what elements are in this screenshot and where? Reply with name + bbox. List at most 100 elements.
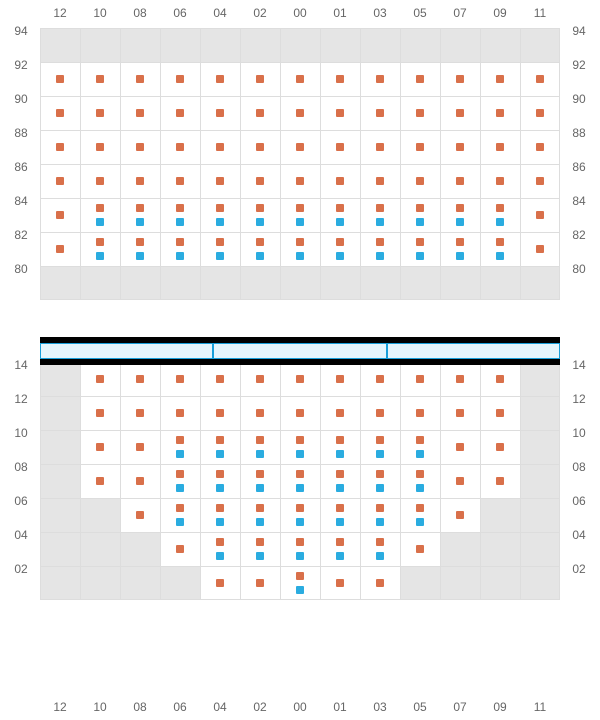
seat-orange[interactable]	[216, 143, 224, 151]
seat-orange[interactable]	[136, 443, 144, 451]
seat-orange[interactable]	[136, 409, 144, 417]
seat-orange[interactable]	[216, 579, 224, 587]
seat-orange[interactable]	[416, 143, 424, 151]
seat-orange[interactable]	[176, 409, 184, 417]
seat-orange[interactable]	[416, 470, 424, 478]
seat-orange[interactable]	[336, 75, 344, 83]
seat-orange[interactable]	[56, 75, 64, 83]
seat-orange[interactable]	[416, 504, 424, 512]
seat-orange[interactable]	[216, 470, 224, 478]
seat-orange[interactable]	[496, 238, 504, 246]
seat-orange[interactable]	[456, 75, 464, 83]
seat-orange[interactable]	[456, 511, 464, 519]
seat-orange[interactable]	[336, 109, 344, 117]
seat-orange[interactable]	[256, 75, 264, 83]
seat-orange[interactable]	[536, 75, 544, 83]
seat-blue[interactable]	[96, 218, 104, 226]
seat-blue[interactable]	[336, 518, 344, 526]
seat-orange[interactable]	[296, 504, 304, 512]
seat-orange[interactable]	[416, 177, 424, 185]
seat-orange[interactable]	[376, 504, 384, 512]
seat-orange[interactable]	[336, 143, 344, 151]
seat-blue[interactable]	[256, 552, 264, 560]
seat-orange[interactable]	[376, 436, 384, 444]
seat-orange[interactable]	[256, 436, 264, 444]
seat-blue[interactable]	[176, 518, 184, 526]
seat-orange[interactable]	[96, 204, 104, 212]
seat-orange[interactable]	[416, 545, 424, 553]
seat-orange[interactable]	[216, 409, 224, 417]
seat-blue[interactable]	[336, 450, 344, 458]
seat-orange[interactable]	[376, 470, 384, 478]
seat-orange[interactable]	[56, 245, 64, 253]
seat-orange[interactable]	[336, 204, 344, 212]
seat-orange[interactable]	[136, 238, 144, 246]
seat-orange[interactable]	[216, 375, 224, 383]
seat-blue[interactable]	[296, 218, 304, 226]
seat-orange[interactable]	[96, 238, 104, 246]
seat-blue[interactable]	[296, 450, 304, 458]
seat-orange[interactable]	[176, 504, 184, 512]
seat-orange[interactable]	[96, 143, 104, 151]
seat-orange[interactable]	[136, 511, 144, 519]
seat-orange[interactable]	[416, 204, 424, 212]
seat-orange[interactable]	[296, 538, 304, 546]
seat-blue[interactable]	[256, 484, 264, 492]
seat-blue[interactable]	[176, 252, 184, 260]
seat-orange[interactable]	[496, 109, 504, 117]
seat-blue[interactable]	[376, 252, 384, 260]
seat-orange[interactable]	[536, 177, 544, 185]
seat-orange[interactable]	[96, 75, 104, 83]
seat-orange[interactable]	[56, 143, 64, 151]
seat-orange[interactable]	[496, 409, 504, 417]
seat-orange[interactable]	[496, 477, 504, 485]
seat-orange[interactable]	[376, 375, 384, 383]
seat-orange[interactable]	[416, 375, 424, 383]
seat-orange[interactable]	[176, 75, 184, 83]
seat-orange[interactable]	[96, 409, 104, 417]
seat-blue[interactable]	[416, 218, 424, 226]
seat-blue[interactable]	[336, 552, 344, 560]
seat-orange[interactable]	[256, 238, 264, 246]
seat-orange[interactable]	[536, 245, 544, 253]
seat-orange[interactable]	[296, 409, 304, 417]
seat-orange[interactable]	[496, 143, 504, 151]
seat-blue[interactable]	[456, 252, 464, 260]
seat-orange[interactable]	[336, 436, 344, 444]
seat-orange[interactable]	[296, 109, 304, 117]
seat-orange[interactable]	[256, 143, 264, 151]
seat-orange[interactable]	[136, 375, 144, 383]
seat-orange[interactable]	[416, 436, 424, 444]
seat-orange[interactable]	[296, 177, 304, 185]
seat-orange[interactable]	[416, 109, 424, 117]
seat-blue[interactable]	[296, 518, 304, 526]
seat-orange[interactable]	[256, 470, 264, 478]
seat-orange[interactable]	[216, 436, 224, 444]
seat-orange[interactable]	[256, 579, 264, 587]
seat-orange[interactable]	[336, 375, 344, 383]
seat-blue[interactable]	[296, 586, 304, 594]
seat-orange[interactable]	[456, 375, 464, 383]
seat-orange[interactable]	[376, 143, 384, 151]
seat-orange[interactable]	[336, 538, 344, 546]
seat-orange[interactable]	[256, 538, 264, 546]
seat-orange[interactable]	[296, 375, 304, 383]
seat-orange[interactable]	[416, 238, 424, 246]
seat-blue[interactable]	[176, 218, 184, 226]
seat-blue[interactable]	[216, 450, 224, 458]
seat-orange[interactable]	[176, 375, 184, 383]
seat-blue[interactable]	[296, 252, 304, 260]
seat-orange[interactable]	[256, 109, 264, 117]
seat-orange[interactable]	[176, 436, 184, 444]
seat-blue[interactable]	[296, 552, 304, 560]
seat-orange[interactable]	[216, 177, 224, 185]
seat-orange[interactable]	[456, 238, 464, 246]
seat-blue[interactable]	[376, 218, 384, 226]
seat-blue[interactable]	[336, 484, 344, 492]
seat-orange[interactable]	[216, 238, 224, 246]
seat-orange[interactable]	[376, 238, 384, 246]
seat-blue[interactable]	[376, 450, 384, 458]
seat-orange[interactable]	[136, 109, 144, 117]
seat-orange[interactable]	[296, 470, 304, 478]
seat-orange[interactable]	[296, 75, 304, 83]
